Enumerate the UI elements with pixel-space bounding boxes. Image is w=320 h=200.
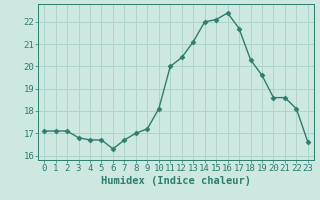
X-axis label: Humidex (Indice chaleur): Humidex (Indice chaleur) bbox=[101, 176, 251, 186]
